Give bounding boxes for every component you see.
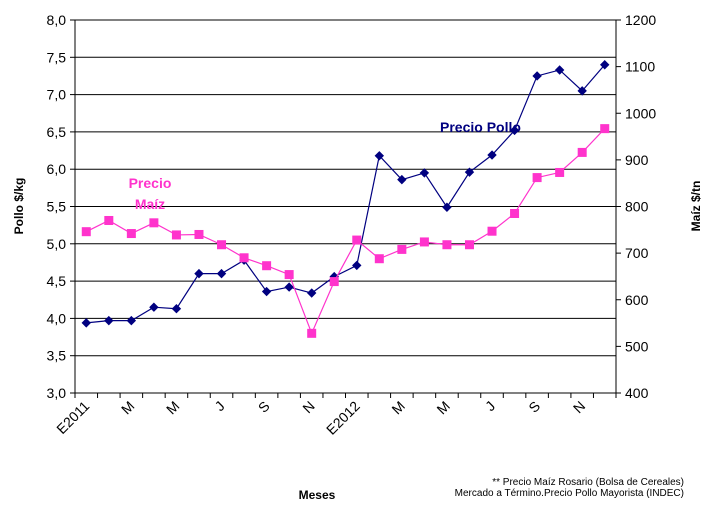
right-axis-title: Maíz $/tn [689,181,703,232]
right-tick-label: 700 [625,245,649,261]
pollo-data-point [577,86,587,96]
right-tick-label: 500 [625,338,649,354]
maiz-series-label-line2: Maíz [135,196,165,212]
left-tick-label: 4,0 [47,310,67,326]
pollo-data-point [306,288,317,298]
series-layer [81,60,610,338]
pollo-data-point [464,167,475,177]
maiz-series-line [86,128,606,335]
right-tick-label: 600 [625,292,649,308]
maiz-data-point [464,240,474,250]
left-axis-title: Pollo $/kg [12,178,26,235]
x-tick-label: N [570,398,588,416]
right-tick-label: 1100 [625,59,655,75]
pollo-data-point [600,60,610,70]
pollo-data-point [104,315,114,326]
left-tick-label: 3,5 [47,348,67,364]
pollo-data-point [352,260,362,271]
pollo-data-point [509,125,520,136]
x-tick-label: M [388,398,408,418]
pollo-data-point [397,174,407,185]
maiz-data-point [194,229,204,239]
maiz-data-point [329,277,339,287]
left-tick-label: 5,5 [47,199,67,215]
right-tick-label: 1000 [625,105,656,121]
maiz-data-point [149,218,159,228]
maiz-data-point [442,240,452,250]
x-axis-ticks: E2011 M M J S N E2012 M M J S N [53,393,617,438]
left-tick-label: 6,5 [47,124,67,140]
maiz-data-point [374,254,384,264]
pollo-data-point [374,151,385,161]
right-tick-label: 400 [625,385,649,401]
pollo-data-point [81,318,91,328]
left-tick-label: 4,5 [47,273,67,289]
left-tick-label: 8,0 [47,12,67,28]
right-axis-ticks: 400 500 600 700 800 900 1000 1100 1200 [616,12,656,401]
maiz-data-point [262,261,272,271]
source-note-line1: ** Precio Maíz Rosario (Bolsa de Cereale… [492,477,684,488]
pollo-data-point [126,315,137,326]
x-tick-label: M [433,398,453,418]
left-axis-ticks: 3,0 3,5 4,0 4,5 5,0 5,5 6,0 6,5 7,0 7,5 8,0 [47,12,75,401]
maiz-series-label-line1: Precio [129,175,172,191]
pollo-data-point [487,150,497,160]
pollo-data-point [284,282,294,292]
pollo-series-label: Precio Pollo [440,119,521,135]
maiz-data-point [307,328,317,338]
maiz-data-point [81,227,91,237]
x-tick-label: N [299,398,317,416]
pollo-data-point [532,71,542,81]
x-tick-label: E2012 [323,398,363,438]
x-tick-label: J [211,398,227,414]
x-tick-label: M [118,398,138,418]
right-tick-label: 800 [625,199,649,215]
left-tick-label: 5,0 [47,236,67,252]
maiz-data-point [419,237,429,247]
maiz-data-point [217,240,227,250]
pollo-data-point [554,65,565,75]
pollo-data-point [194,268,204,279]
left-tick-label: 7,0 [47,87,67,103]
left-tick-label: 3,0 [47,385,67,401]
left-tick-label: 7,5 [47,49,67,65]
pollo-data-point [261,286,272,297]
maiz-data-point [510,208,520,218]
source-note-line2: Mercado a Término.Precio Pollo Mayorista… [455,488,684,499]
pollo-data-point [171,303,182,314]
x-tick-label: J [482,398,498,414]
maiz-data-point [532,173,542,183]
left-tick-label: 6,0 [47,161,67,177]
x-tick-label: E2011 [53,398,92,437]
pollo-data-point [149,302,159,312]
maiz-data-point [600,124,610,134]
x-tick-label: S [525,398,543,416]
pollo-data-point [442,202,452,212]
maiz-data-point [397,244,407,254]
right-tick-label: 1200 [625,12,656,28]
x-axis-title: Meses [299,488,336,502]
maiz-data-point [487,226,497,236]
right-tick-label: 900 [625,152,649,168]
maiz-data-point [284,270,294,280]
x-tick-label: M [163,398,183,418]
maiz-data-point [577,147,587,157]
maiz-data-point [104,215,114,225]
maiz-data-point [126,229,136,239]
maiz-data-point [555,167,565,177]
x-tick-label: S [255,398,273,416]
maiz-data-point [171,230,181,240]
pollo-data-point [419,168,430,178]
pollo-data-point [216,268,227,279]
maiz-data-point [352,235,362,245]
maiz-data-point [239,253,249,263]
